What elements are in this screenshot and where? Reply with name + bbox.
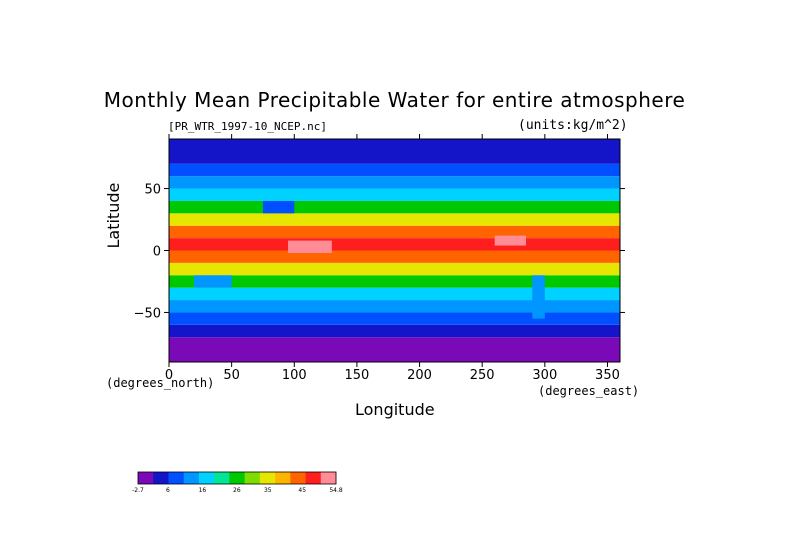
- latitude-band-7: [169, 250, 620, 263]
- colorbar-swatch: [198, 472, 215, 484]
- colorbar-label: 54.8: [329, 487, 343, 494]
- x-axis-title: Longitude: [355, 400, 435, 419]
- x-tick-label: 300: [532, 368, 557, 383]
- field-anomaly-1: [494, 235, 527, 246]
- colorbar-label: 45: [298, 487, 306, 494]
- latitude-band-4: [169, 287, 620, 301]
- y-axis-units: (degrees_north): [106, 376, 215, 390]
- colorbar-label: 26: [233, 487, 241, 494]
- chart-title: Monthly Mean Precipitable Water for enti…: [103, 88, 686, 112]
- colorbar-swatch: [168, 472, 185, 484]
- colorbar-swatch: [183, 472, 200, 484]
- colorbar-label: 35: [264, 487, 272, 494]
- latitude-band-2: [169, 312, 620, 325]
- field-anomaly-3: [262, 200, 295, 214]
- colorbar-swatch: [214, 472, 230, 484]
- x-tick-label: 250: [470, 368, 495, 383]
- field-anomaly-2: [532, 275, 545, 319]
- colorbar-label: 16: [199, 487, 207, 494]
- colorbar-swatch: [320, 472, 337, 484]
- colorbar: -2.7 6 16 26 35 45 54.8: [132, 471, 343, 494]
- colorbar-swatch: [244, 472, 261, 484]
- latitude-band-11: [169, 200, 620, 214]
- latitude-band-15: [169, 139, 620, 164]
- latitude-band-0: [169, 337, 620, 362]
- latitude-band-13: [169, 176, 620, 189]
- latitude-band-12: [169, 188, 620, 201]
- latitude-band-3: [169, 300, 620, 313]
- colorbar-frame: [137, 471, 337, 485]
- x-tick-label: 50: [223, 368, 240, 383]
- field-anomaly-4: [194, 275, 232, 288]
- y-axis-title: Latitude: [104, 182, 123, 249]
- colorbar-label: -2.7: [132, 487, 144, 494]
- latitude-band-8: [169, 238, 620, 251]
- x-tick-label: 150: [345, 368, 370, 383]
- latitude-band-9: [169, 225, 620, 239]
- colorbar-swatch: [305, 472, 322, 484]
- dataset-file-label: [PR_WTR_1997-10_NCEP.nc]: [168, 120, 327, 133]
- colorbar-swatch: [290, 472, 306, 484]
- x-axis-units: (degrees_east): [538, 384, 640, 398]
- x-tick-label: 200: [407, 368, 432, 383]
- latitude-band-6: [169, 262, 620, 276]
- latitude-band-5: [169, 275, 620, 288]
- latitude-band-14: [169, 163, 620, 177]
- y-tick-label: −50: [134, 306, 161, 321]
- y-tick-label: 0: [153, 245, 161, 260]
- colorbar-swatch: [229, 472, 246, 484]
- colorbar-swatch: [259, 472, 276, 484]
- units-label: (units:kg/m^2): [518, 118, 628, 133]
- colorbar-swatch: [138, 472, 154, 484]
- latitude-band-1: [169, 324, 620, 338]
- x-tick-label: 0: [165, 368, 173, 383]
- field-anomaly-0: [288, 240, 332, 253]
- precipitable-water-field: [169, 139, 620, 362]
- x-tick-label: 350: [595, 368, 620, 383]
- colorbar-label: 6: [166, 487, 170, 494]
- latitude-band-10: [169, 213, 620, 226]
- plot-axes: 0 50 100 150 200 250 300 350 50 0 −50: [134, 134, 625, 383]
- colorbar-swatch: [153, 472, 169, 484]
- x-tick-label: 100: [282, 368, 307, 383]
- y-tick-label: 50: [144, 183, 161, 198]
- colorbar-swatch: [275, 472, 291, 484]
